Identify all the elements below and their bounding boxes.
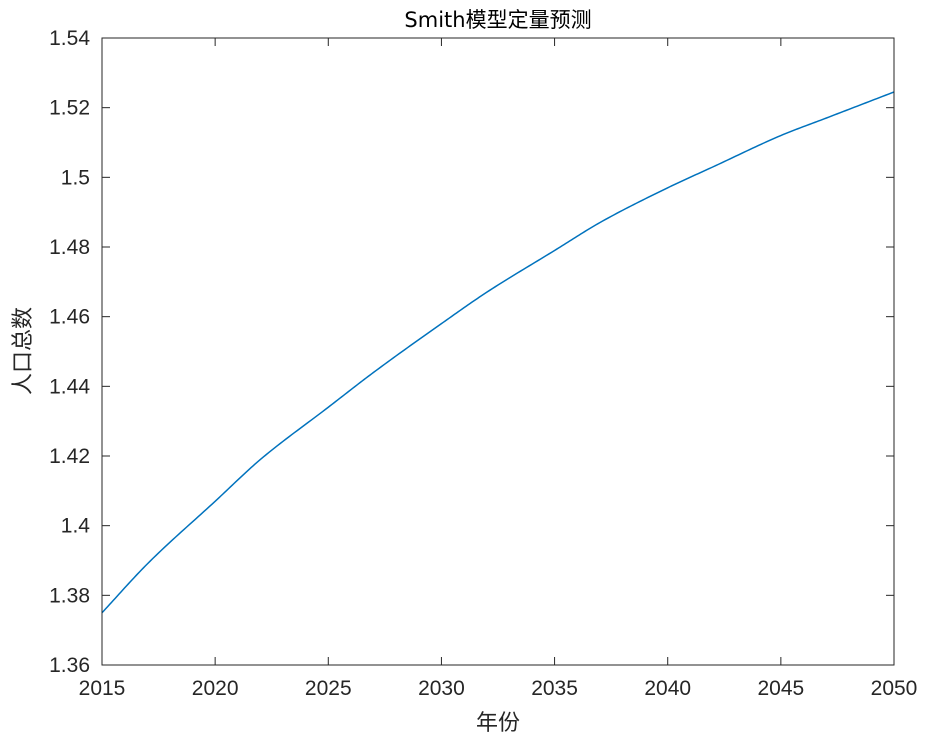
y-axis-title: 人口总数 [11,307,36,395]
y-tick-label: 1.54 [49,27,90,50]
x-tick-label: 2030 [418,677,465,700]
plot-background [102,38,894,665]
x-tick-label: 2025 [305,677,352,700]
x-tick-label: 2020 [192,677,239,700]
x-tick-label: 2050 [871,677,918,700]
x-tick-label: 2015 [79,677,126,700]
y-tick-label: 1.4 [61,515,91,538]
y-tick-label: 1.44 [49,375,90,398]
y-tick-label: 1.36 [49,654,90,677]
tick-labels-layer: 2015 2020 2025 2030 2035 2040 2045 2050 1.36 1.38… [49,27,917,700]
y-tick-label: 1.48 [49,236,90,259]
x-tick-label: 2040 [644,677,691,700]
y-tick-label: 1.52 [49,97,90,120]
series-line-population [101,91,895,614]
x-tick-label: 2035 [531,677,578,700]
y-tick-label: 1.46 [49,306,90,329]
y-tick-label: 1.38 [49,584,90,607]
y-tick-label: 1.5 [61,166,90,189]
x-axis-title: 年份 [476,711,520,736]
y-tick-label: 1.42 [49,445,90,468]
chart-title: Smith模型定量预测 [404,8,591,32]
x-tick-label: 2045 [757,677,804,700]
plot-frame [101,37,895,666]
